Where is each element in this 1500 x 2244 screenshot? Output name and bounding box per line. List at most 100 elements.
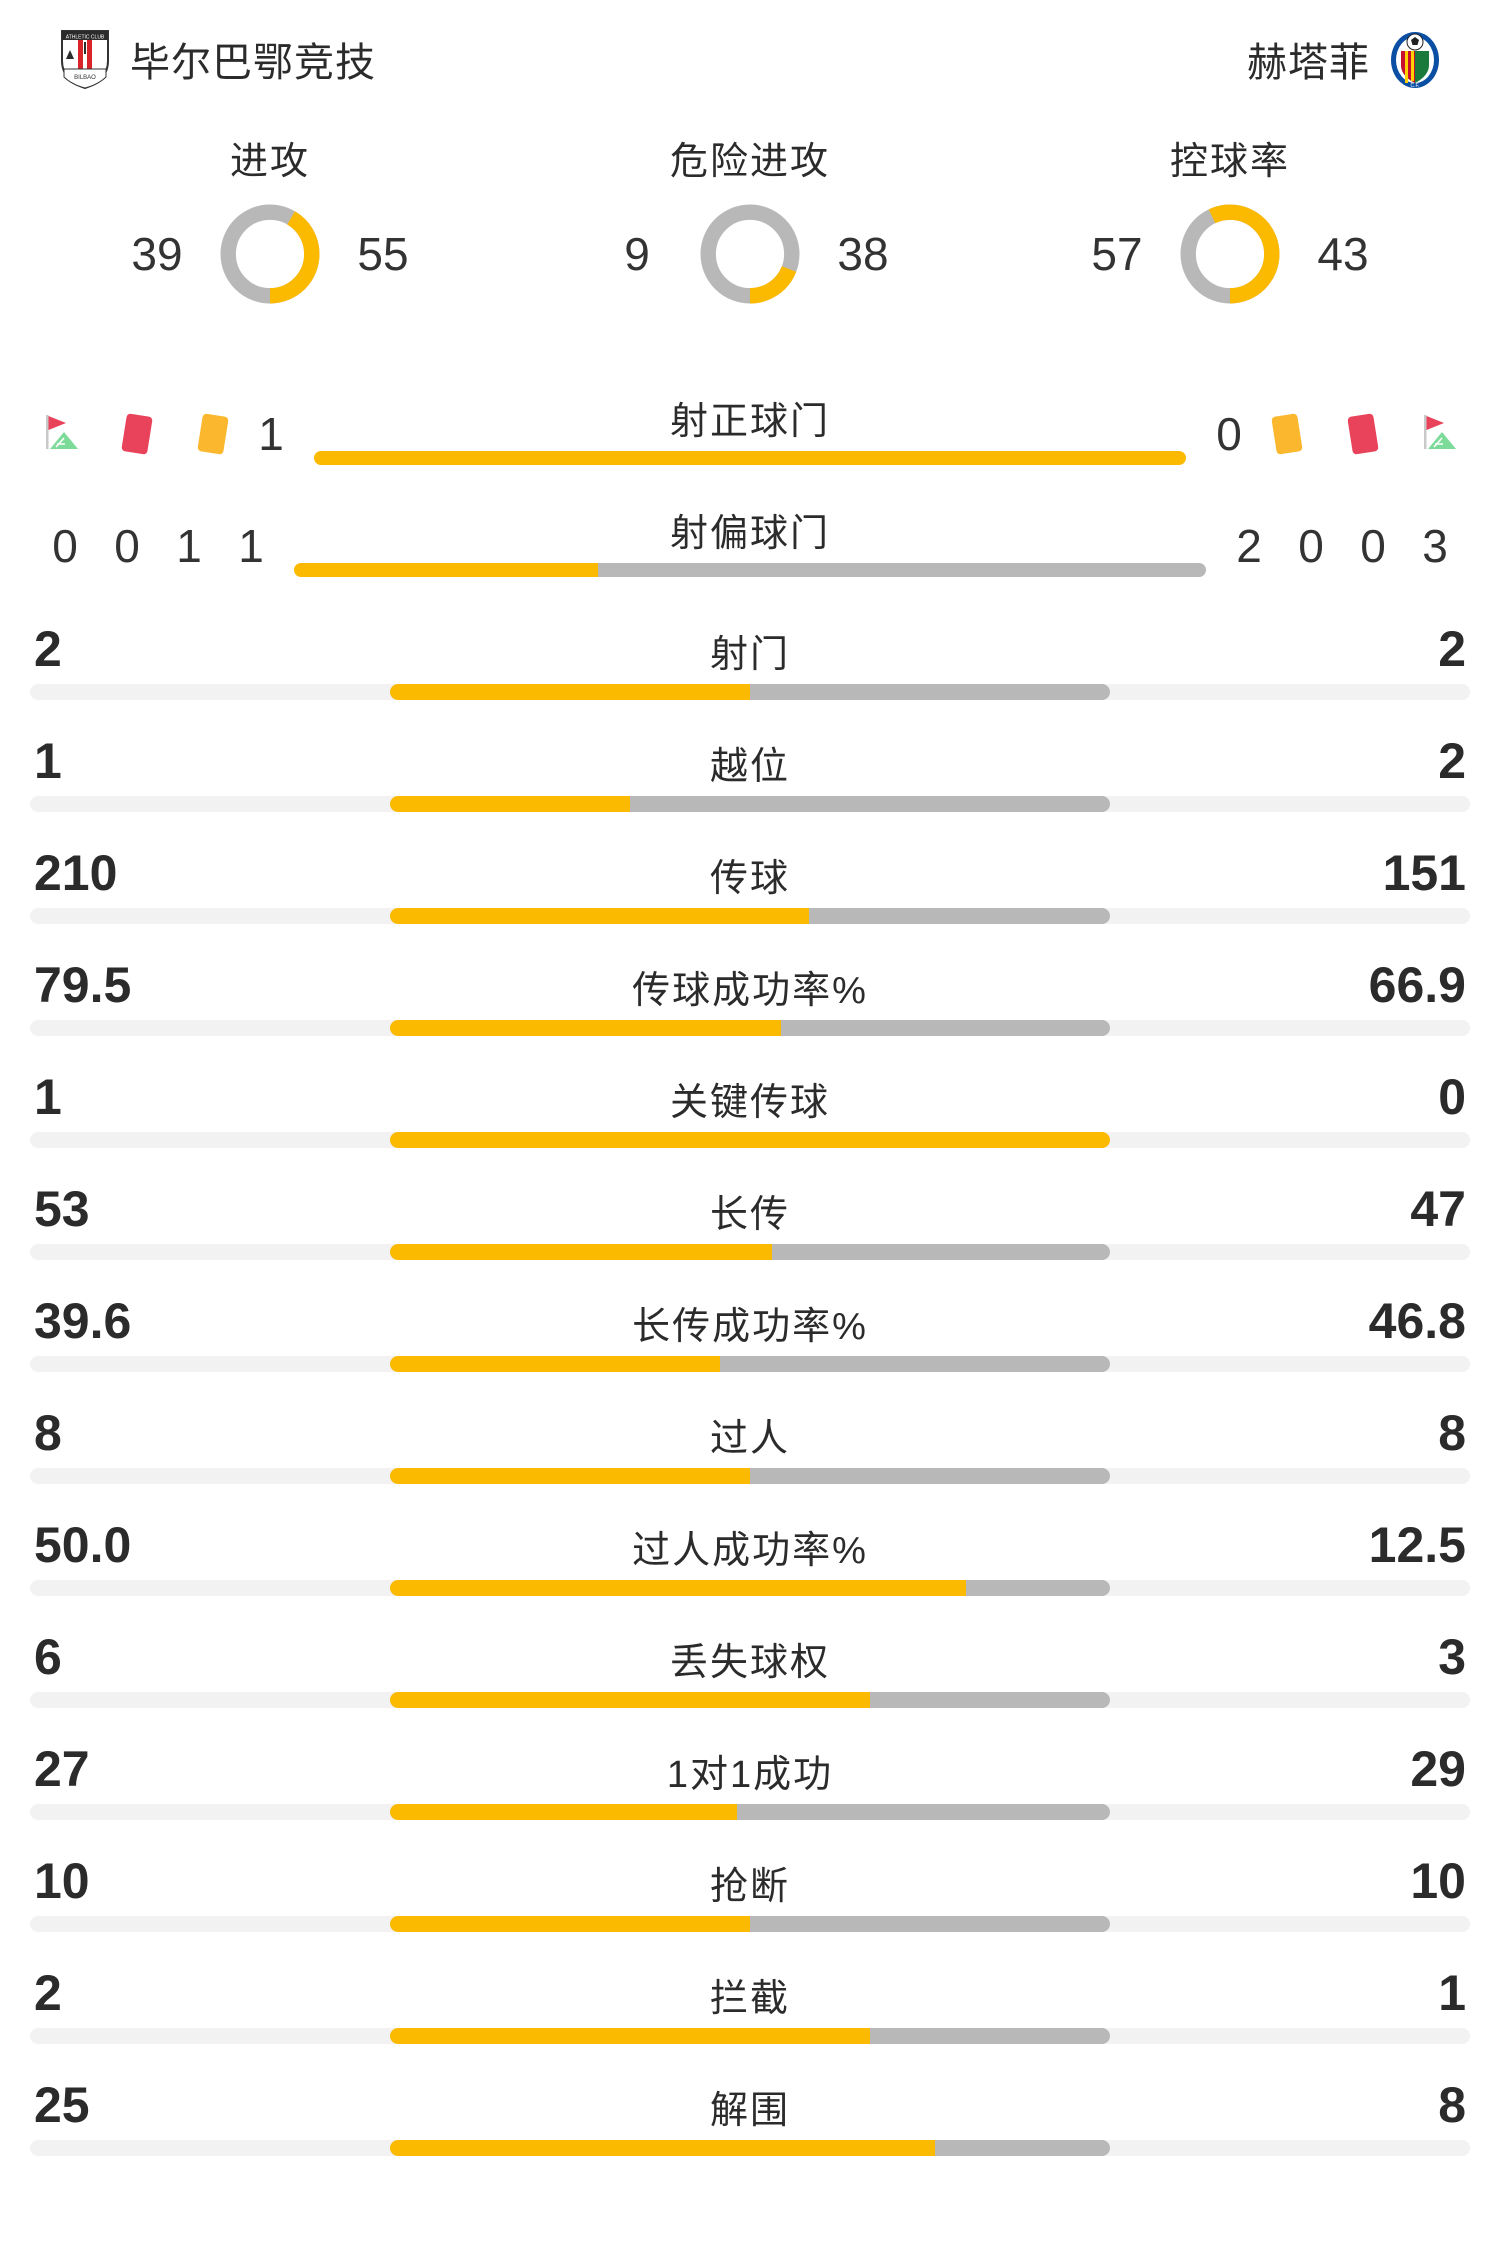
bar-away-segment xyxy=(869,1692,1110,1708)
corner-flag-icon xyxy=(46,415,78,449)
home-team[interactable]: ATHLETIC CLUB BILBAO 毕尔巴鄂竞技 xyxy=(58,29,376,89)
stat-bar xyxy=(30,1132,1470,1148)
bar-home-segment xyxy=(390,908,809,924)
stat-bar xyxy=(30,796,1470,812)
stat-bar xyxy=(30,684,1470,700)
donut-home-value: 57 xyxy=(1091,228,1143,280)
stat-home-value: 50.0 xyxy=(34,1517,132,1573)
away-team[interactable]: 赫塔菲 C.F. xyxy=(1247,29,1442,89)
shots-off-target-center: 射偏球门 xyxy=(282,515,1218,577)
stat-away-value: 2 xyxy=(1438,621,1466,677)
svg-text:C.F.: C.F. xyxy=(1411,83,1420,89)
bar-away-segment xyxy=(771,1244,1110,1260)
svg-text:ATHLETIC CLUB: ATHLETIC CLUB xyxy=(66,35,105,41)
stat-away-value: 1 xyxy=(1438,1965,1466,2021)
bar-home-segment xyxy=(390,1020,781,1036)
stat-row: 25 解围 8 xyxy=(30,2058,1470,2170)
bar-home-segment xyxy=(390,1580,966,1596)
stat-bar xyxy=(30,1804,1470,1820)
donut-title: 控球率 xyxy=(1169,141,1290,183)
stat-home-value: 10 xyxy=(34,1853,90,1909)
donut-title: 进攻 xyxy=(229,141,310,183)
stat-label: 关键传球 xyxy=(669,1082,830,1124)
stat-label: 射门 xyxy=(709,634,790,676)
stat-row: 2 射门 2 xyxy=(30,602,1470,714)
shots-off-target-label: 射偏球门 xyxy=(669,513,830,555)
stat-away-value: 29 xyxy=(1410,1741,1466,1797)
athletic-club-crest-icon: ATHLETIC CLUB BILBAO xyxy=(61,30,109,89)
stat-row: 1 越位 2 xyxy=(30,714,1470,826)
stat-home-value: 27 xyxy=(34,1741,90,1797)
stat-away-value: 3 xyxy=(1438,1629,1466,1685)
home-shots-on-target-value: 1 xyxy=(258,408,284,460)
bar-away-segment xyxy=(630,796,1110,812)
stat-row: 10 抢断 10 xyxy=(30,1834,1470,1946)
red-card-icon xyxy=(121,413,153,455)
stat-label: 1对1成功 xyxy=(666,1754,834,1796)
stat-label: 越位 xyxy=(709,746,790,788)
donut-chart-icon xyxy=(700,204,800,304)
donut-dangerous-attacks: 危险进攻 9 38 xyxy=(510,118,990,378)
stat-bar xyxy=(30,2140,1470,2156)
yellow-card-icon xyxy=(197,413,229,455)
bar-home-segment xyxy=(390,1692,870,1708)
donut-away-value: 38 xyxy=(837,228,889,280)
shots-on-target-row: 1 射正球门 0 xyxy=(34,378,1466,490)
shots-on-target-center: 射正球门 xyxy=(302,403,1198,465)
bar-home-segment xyxy=(390,2028,870,2044)
donut-attacks: 进攻 39 55 xyxy=(30,118,510,378)
bar-home-segment xyxy=(390,1804,738,1820)
stat-label: 传球成功率% xyxy=(632,970,868,1012)
stat-home-value: 1 xyxy=(34,1069,62,1125)
bar-away-segment xyxy=(597,563,1206,577)
stat-row: 53 长传 47 xyxy=(30,1162,1470,1274)
donut-away-value: 55 xyxy=(357,228,409,280)
stat-away-value: 10 xyxy=(1410,1853,1466,1909)
donut-title: 危险进攻 xyxy=(669,141,830,183)
away-shots-off-target-value: 2 xyxy=(1236,520,1262,572)
stat-list: 2 射门 2 1 越位 2 210 传球 151 xyxy=(0,602,1500,2170)
shots-on-target-label: 射正球门 xyxy=(669,401,830,443)
stat-row: 50.0 过人成功率% 12.5 xyxy=(30,1498,1470,1610)
stat-row: 27 1对1成功 29 xyxy=(30,1722,1470,1834)
bar-away-segment xyxy=(780,1020,1110,1036)
stat-row: 39.6 长传成功率% 46.8 xyxy=(30,1274,1470,1386)
shots-off-target-bar xyxy=(294,563,1206,577)
stat-home-value: 39.6 xyxy=(34,1293,132,1349)
stat-away-value: 12.5 xyxy=(1368,1517,1466,1573)
stat-away-value: 66.9 xyxy=(1368,957,1466,1013)
donut-possession: 控球率 57 43 xyxy=(990,118,1470,378)
red-card-icon xyxy=(1347,413,1379,455)
svg-text:BILBAO: BILBAO xyxy=(74,75,96,81)
bar-home-segment xyxy=(390,2140,936,2156)
bar-home-segment xyxy=(314,451,1186,465)
home-red-cards-value: 0 xyxy=(114,520,140,572)
stat-home-value: 1 xyxy=(34,733,62,789)
stat-home-value: 79.5 xyxy=(34,957,132,1013)
shots-on-target-bar xyxy=(314,451,1186,465)
bar-away-segment xyxy=(935,2140,1110,2156)
stat-row: 1 关键传球 0 xyxy=(30,1050,1470,1162)
away-discipline-values: 0 0 3 xyxy=(1280,519,1466,573)
bar-home-segment xyxy=(390,796,631,812)
stat-away-value: 47 xyxy=(1410,1181,1466,1237)
home-discipline-icons xyxy=(34,407,240,461)
donut-metrics: 进攻 39 55 危险进攻 9 38 控球率 57 xyxy=(0,118,1500,378)
donut-chart-icon xyxy=(220,204,320,304)
stat-home-value: 210 xyxy=(34,845,118,901)
stat-label: 解围 xyxy=(709,2090,790,2132)
stat-label: 长传成功率% xyxy=(632,1306,868,1348)
bar-home-segment xyxy=(390,684,750,700)
bar-away-segment xyxy=(737,1804,1110,1820)
stat-label: 过人成功率% xyxy=(632,1530,868,1572)
stat-label: 拦截 xyxy=(709,1978,790,2020)
stat-home-value: 25 xyxy=(34,2077,90,2133)
stat-bar xyxy=(30,1468,1470,1484)
stat-bar xyxy=(30,1692,1470,1708)
stat-row: 79.5 传球成功率% 66.9 xyxy=(30,938,1470,1050)
stat-bar xyxy=(30,908,1470,924)
stat-away-value: 2 xyxy=(1438,733,1466,789)
bar-away-segment xyxy=(750,1916,1110,1932)
donut-away-value: 43 xyxy=(1317,228,1369,280)
away-yellow-cards-value: 0 xyxy=(1298,520,1324,572)
